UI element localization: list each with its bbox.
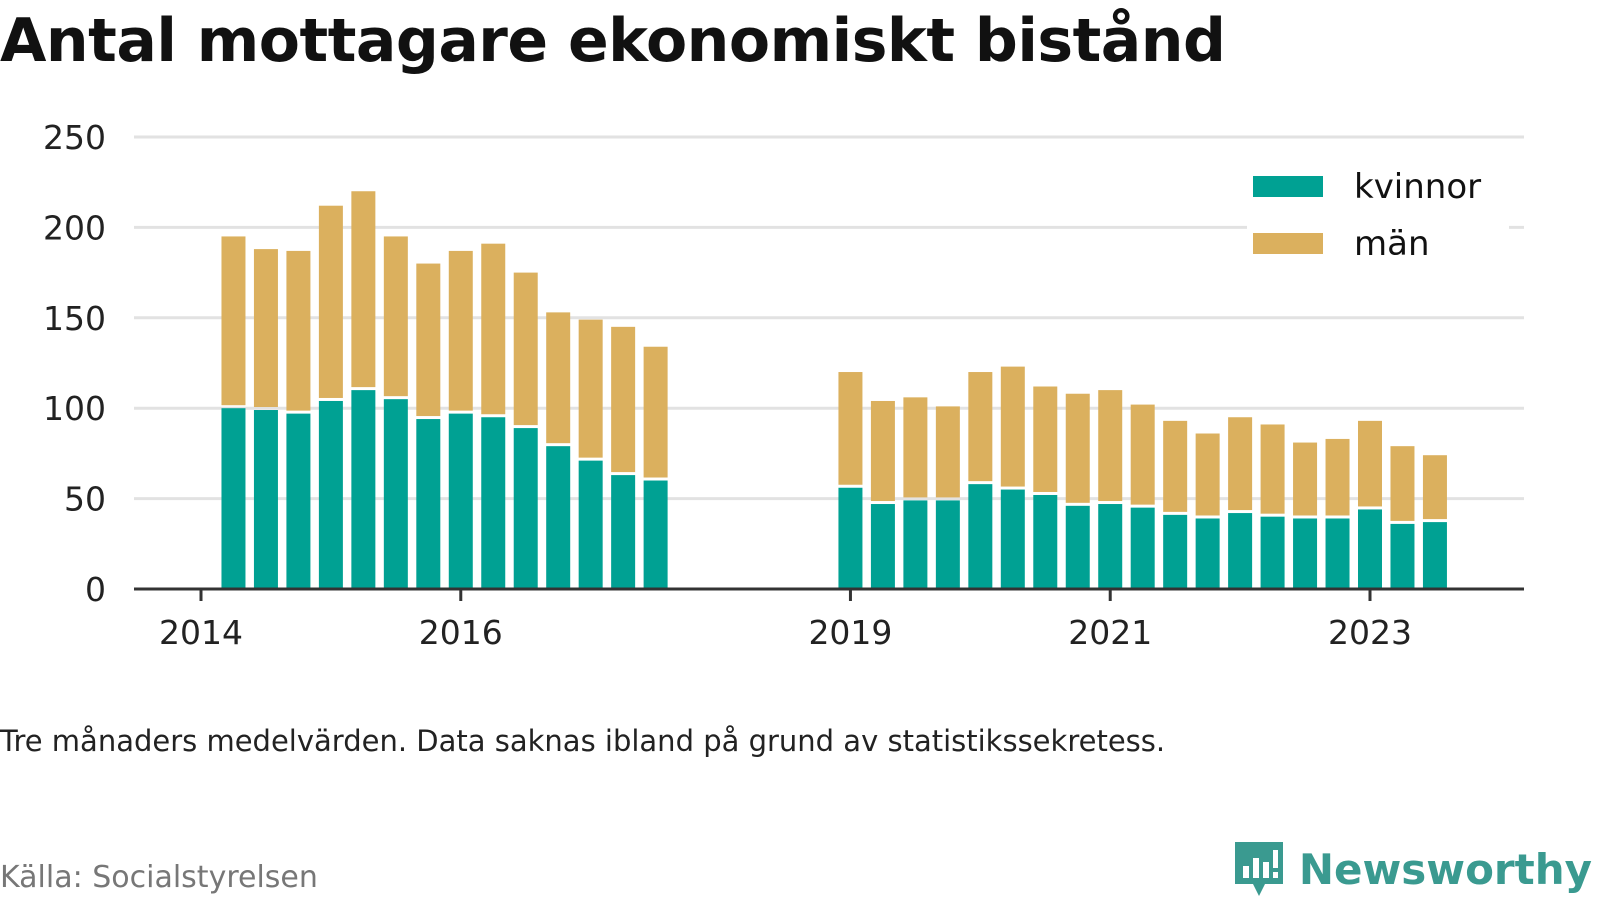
x-tick-label: 2014	[159, 613, 243, 652]
chart-title: Antal mottagare ekonomiskt bistånd	[0, 6, 1226, 76]
bar-kvinnor	[643, 480, 668, 589]
bar-man	[643, 346, 668, 478]
bar-man	[870, 400, 895, 502]
bar-kvinnor	[383, 399, 408, 589]
bar-kvinnor	[870, 504, 895, 589]
bar-kvinnor	[1033, 494, 1058, 589]
bar-kvinnor	[1000, 489, 1025, 589]
bar-man	[1033, 386, 1058, 492]
bar-kvinnor	[1422, 522, 1447, 589]
bar-man	[1358, 420, 1382, 507]
y-tick-label: 200	[43, 208, 106, 247]
y-axis-tick-labels: 0 50 100 150 200 250	[43, 118, 106, 609]
stacked-bar-chart: 0 50 100 150 200 250 2014 2016 2019 2021 2023 kvi…	[43, 118, 1524, 652]
bar-kvinnor	[935, 500, 960, 589]
bar-kvinnor	[1358, 509, 1382, 589]
bar-man	[286, 250, 311, 411]
bar-man	[1130, 404, 1155, 505]
brand-name: Newsworthy	[1298, 844, 1592, 894]
bar-man	[546, 312, 571, 444]
bar-kvinnor	[611, 475, 636, 589]
x-tick-label: 2019	[808, 613, 892, 652]
bar-man	[1098, 390, 1123, 502]
bar-kvinnor	[253, 410, 278, 589]
bar-man	[1065, 393, 1090, 503]
bar-man	[1293, 442, 1318, 516]
bar-man	[1195, 433, 1220, 516]
bar-kvinnor	[448, 413, 473, 589]
legend-label-man: män	[1354, 224, 1430, 264]
bar-kvinnor	[351, 390, 376, 589]
y-tick-label: 250	[43, 118, 106, 157]
bar-man	[1325, 438, 1350, 516]
source-label: Källa: Socialstyrelsen	[0, 860, 318, 895]
y-tick-label: 100	[43, 389, 106, 428]
bar-man	[448, 250, 473, 411]
bar-man	[1228, 417, 1253, 511]
bar-man	[383, 236, 408, 397]
bar-man	[1422, 455, 1447, 520]
bars	[221, 191, 1447, 589]
bar-man	[611, 326, 636, 473]
legend-swatch-man	[1253, 233, 1323, 254]
x-tick-label: 2021	[1068, 613, 1152, 652]
bar-man	[481, 243, 506, 415]
bar-man	[903, 397, 928, 498]
bar-kvinnor	[1228, 513, 1253, 589]
bar-man	[838, 372, 863, 485]
bar-kvinnor	[286, 413, 311, 589]
bar-kvinnor	[578, 460, 603, 589]
bar-man	[935, 406, 960, 498]
bar-kvinnor	[1163, 514, 1188, 589]
bar-kvinnor	[1260, 516, 1285, 589]
x-tick-label: 2023	[1328, 613, 1412, 652]
bar-kvinnor	[903, 500, 928, 589]
newsworthy-logo-icon	[1234, 842, 1283, 896]
y-tick-label: 0	[85, 570, 106, 609]
bar-kvinnor	[416, 419, 441, 589]
bar-man	[351, 191, 376, 388]
bar-kvinnor	[221, 408, 246, 589]
bar-man	[221, 236, 246, 406]
bar-man	[253, 249, 278, 408]
bar-man	[1390, 446, 1415, 521]
bar-man	[318, 205, 343, 398]
bar-kvinnor	[838, 487, 863, 589]
bar-kvinnor	[318, 400, 343, 589]
legend-label-kvinnor: kvinnor	[1354, 167, 1481, 207]
bar-man	[1260, 424, 1285, 514]
bar-man	[578, 319, 603, 458]
legend: kvinnor män	[1247, 166, 1509, 272]
bar-kvinnor	[1325, 518, 1350, 589]
bar-kvinnor	[1195, 518, 1220, 589]
bar-kvinnor	[1130, 507, 1155, 589]
legend-swatch-kvinnor	[1253, 176, 1323, 197]
chart-note: Tre månaders medelvärden. Data saknas ib…	[0, 724, 1166, 758]
y-tick-label: 50	[64, 480, 106, 519]
bar-kvinnor	[1293, 518, 1318, 589]
brand-logo: Newsworthy	[1233, 840, 1592, 898]
bar-man	[1000, 366, 1025, 487]
x-axis: 2014 2016 2019 2021 2023	[134, 587, 1524, 652]
y-tick-label: 150	[43, 299, 106, 338]
bar-man	[968, 372, 993, 482]
x-tick-label: 2016	[419, 613, 503, 652]
bar-man	[513, 272, 538, 426]
bar-kvinnor	[513, 428, 538, 589]
bar-kvinnor	[546, 446, 571, 589]
bar-kvinnor	[1098, 504, 1123, 589]
bar-man	[1163, 420, 1188, 512]
bar-man	[416, 263, 441, 417]
bar-kvinnor	[968, 484, 993, 589]
bar-kvinnor	[481, 417, 506, 589]
bar-kvinnor	[1390, 523, 1415, 589]
bar-kvinnor	[1065, 505, 1090, 589]
